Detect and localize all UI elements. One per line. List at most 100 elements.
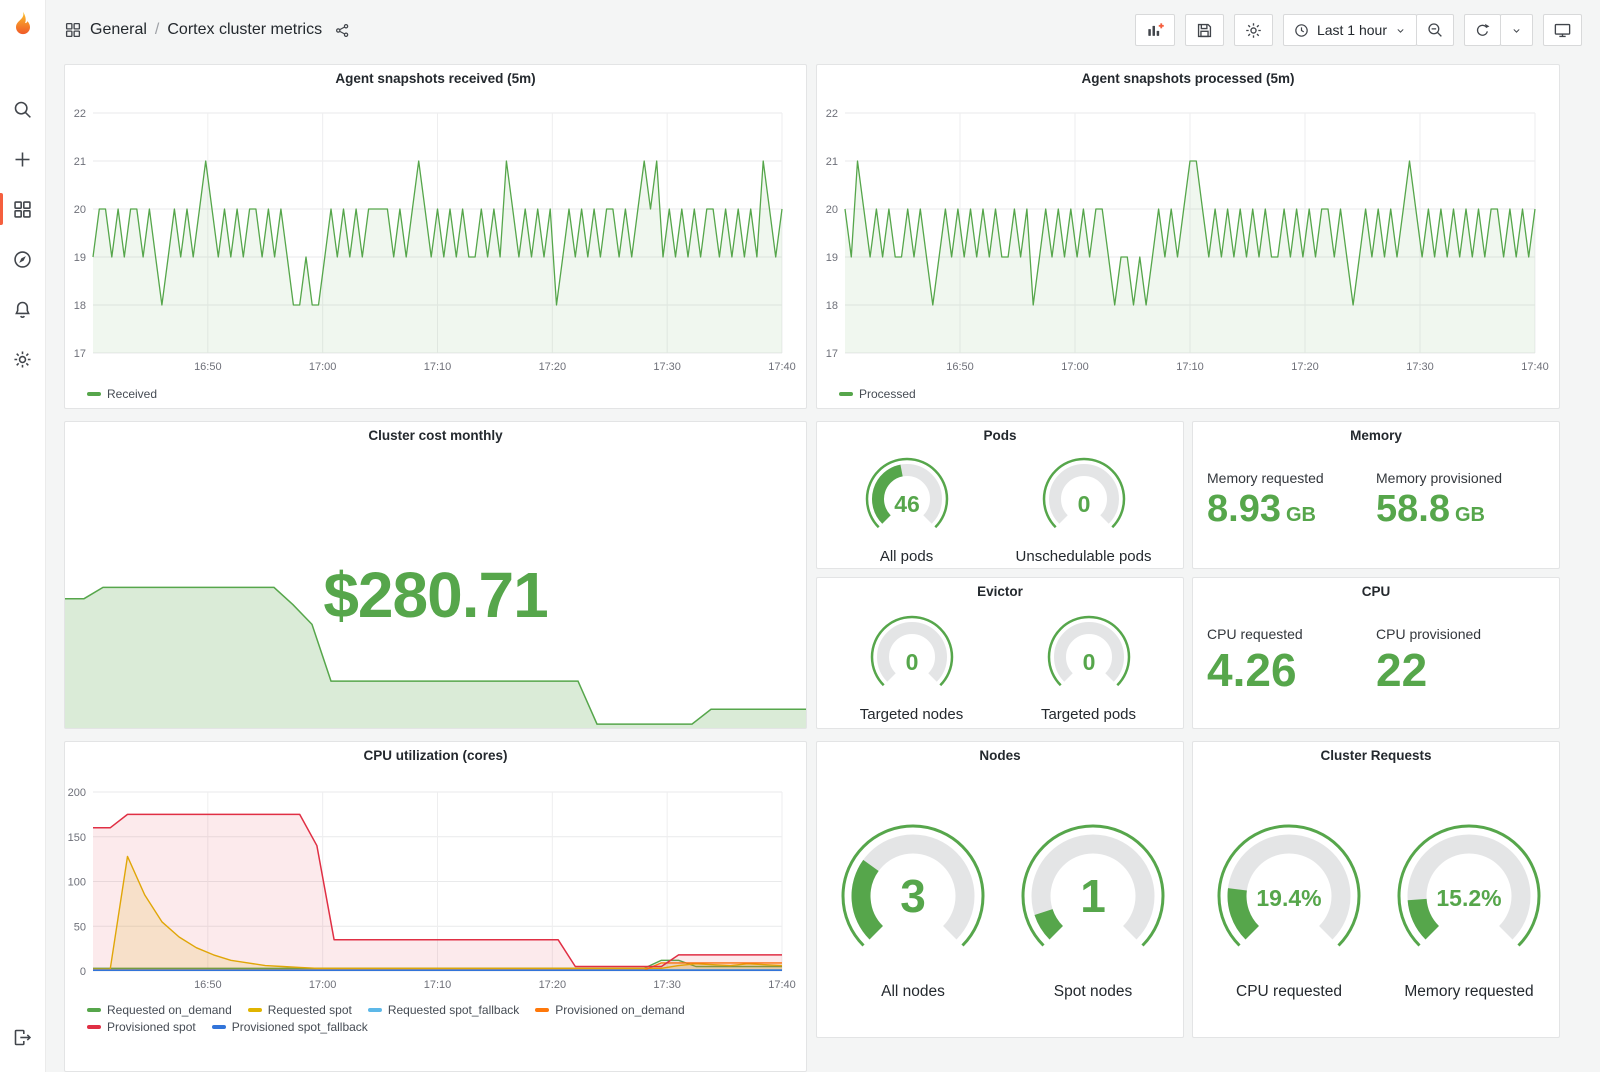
svg-text:21: 21 — [826, 156, 838, 168]
svg-text:17:10: 17:10 — [1176, 361, 1204, 373]
svg-text:17:40: 17:40 — [1521, 361, 1549, 373]
panel-pods: Pods 46 All pods 0 Unschedulable pods — [816, 421, 1184, 569]
stat-label: CPU requested — [1207, 626, 1303, 642]
received-timeseries-chart[interactable]: 17 18 19 20 21 22 16:50 17:00 17:10 17:20 17:30 17:… — [65, 93, 806, 383]
dashboard-settings-button[interactable] — [1233, 14, 1273, 46]
stat-cpu-requested: CPU requested 4.26 — [1207, 626, 1376, 728]
stat-label: Memory provisioned — [1376, 470, 1503, 486]
panel-agent-snapshots-processed: Agent snapshots processed (5m) 17 18 19 20 2… — [816, 64, 1560, 409]
refresh-interval-dropdown[interactable] — [1500, 14, 1533, 46]
dashboard-grid: Agent snapshots received (5m) 17 18 19 20 21… — [46, 0, 1600, 1072]
share-icon — [336, 23, 349, 37]
search-icon — [14, 101, 31, 118]
legend-item-processed[interactable]: Processed — [839, 387, 916, 401]
legend-label: Provisioned on_demand — [555, 1003, 685, 1017]
breadcrumb-folder[interactable]: General — [90, 21, 147, 38]
cpu-stats: CPU requested 4.26 CPU provisioned 22 — [1193, 606, 1559, 728]
zoom-out-icon — [1428, 23, 1442, 37]
sidebar-item-alerting[interactable] — [0, 284, 46, 334]
nodes-gauges: 3 All nodes 1 Spot nodes — [817, 770, 1183, 1037]
kiosk-mode-button[interactable] — [1543, 14, 1582, 46]
time-picker-group: Last 1 hour — [1282, 14, 1454, 46]
legend-item-provisioned-on-demand[interactable]: Provisioned on_demand — [535, 1003, 685, 1017]
evictor-gauges: 0 Targeted nodes 0 Targeted pods — [817, 606, 1183, 728]
stat-value: 8.93 GB — [1207, 488, 1316, 530]
svg-text:16:50: 16:50 — [946, 361, 974, 373]
panel-title[interactable]: Agent snapshots processed (5m) — [1081, 71, 1295, 86]
svg-text:19.4%: 19.4% — [1256, 885, 1321, 911]
sidebar-item-sign-out[interactable] — [0, 1012, 46, 1062]
panel-memory: Memory Memory requested 8.93 GB Memory pr… — [1192, 421, 1560, 569]
received-legend: Received — [65, 383, 806, 401]
targeted-nodes-gauge: 0 — [854, 611, 970, 702]
panel-title[interactable]: Pods — [983, 428, 1017, 443]
gauge-label: Targeted pods — [1040, 706, 1137, 723]
compass-icon — [14, 250, 31, 268]
stat-value: 22 — [1376, 644, 1428, 696]
processed-timeseries-chart[interactable]: 17 18 19 20 21 22 16:50 17:00 17:10 17:20 17:30 17:… — [817, 93, 1559, 383]
share-dashboard-button[interactable] — [334, 22, 351, 39]
sidebar-item-explore[interactable] — [0, 234, 46, 284]
svg-text:17:00: 17:00 — [309, 979, 337, 991]
gauge-svg: 46 — [865, 457, 948, 529]
stat-memory-provisioned: Memory provisioned 58.8 GB — [1376, 470, 1545, 568]
panel-title[interactable]: Agent snapshots received (5m) — [335, 71, 536, 86]
svg-text:16:50: 16:50 — [194, 361, 222, 373]
stat-memory-requested: Memory requested 8.93 GB — [1207, 470, 1376, 568]
unschedulable-pods-gauge: 0 — [1026, 453, 1142, 544]
panel-title[interactable]: Memory — [1350, 428, 1402, 443]
svg-text:16:50: 16:50 — [194, 979, 222, 991]
refresh-group — [1464, 14, 1533, 46]
cluster-requests-gauges: 19.4% CPU requested 15.2% Memory request… — [1193, 770, 1559, 1037]
panel-title[interactable]: Cluster Requests — [1320, 748, 1432, 763]
panel-title[interactable]: CPU utilization (cores) — [363, 748, 508, 763]
save-dashboard-button[interactable] — [1184, 14, 1224, 46]
zoom-out-time-button[interactable] — [1416, 14, 1454, 46]
gauge-label: All pods — [879, 548, 934, 565]
svg-text:19: 19 — [826, 252, 838, 264]
legend-swatch-icon — [839, 392, 853, 396]
svg-text:17:40: 17:40 — [768, 979, 796, 991]
gauge-cpu-requested: 19.4% CPU requested — [1199, 820, 1379, 1001]
cpu-utilization-chart[interactable]: 0 50 100 150 200 16:50 17:00 17:10 17:20 17:30 17:… — [65, 770, 806, 999]
refresh-button[interactable] — [1464, 14, 1501, 46]
panel-title[interactable]: Evictor — [977, 584, 1023, 599]
svg-text:18: 18 — [74, 300, 86, 312]
breadcrumb-dashboard-title[interactable]: Cortex cluster metrics — [167, 21, 323, 38]
sidebar-nav — [0, 84, 46, 384]
panel-title[interactable]: Cluster cost monthly — [368, 428, 503, 443]
svg-text:20: 20 — [74, 204, 86, 216]
sidebar-item-configuration[interactable] — [0, 334, 46, 384]
sidebar-item-dashboards[interactable] — [0, 184, 46, 234]
cpu_util-svg: 0 50 100 150 200 16:50 17:00 17:10 17:20 17:30 17:… — [68, 787, 796, 991]
legend-item-provisioned-spot[interactable]: Provisioned spot — [87, 1020, 196, 1034]
legend-swatch-icon — [535, 1008, 550, 1012]
sidebar-item-search[interactable] — [0, 84, 46, 134]
legend-item-provisioned-spot-fallback[interactable]: Provisioned spot_fallback — [211, 1020, 368, 1034]
cost_spark-svg — [65, 586, 806, 728]
gauge-svg: 15.2% — [1397, 824, 1541, 947]
bell-icon — [15, 301, 30, 318]
legend-item-requested-on-demand[interactable]: Requested on_demand — [87, 1003, 232, 1017]
gauge-label: Targeted nodes — [859, 706, 964, 723]
legend-item-requested-spot-fallback[interactable]: Requested spot_fallback — [367, 1003, 519, 1017]
svg-text:0: 0 — [905, 649, 918, 675]
grafana-flame-icon — [15, 11, 30, 35]
time-picker-button[interactable]: Last 1 hour — [1282, 14, 1417, 46]
legend-swatch-icon — [87, 1008, 101, 1012]
add-panel-button[interactable] — [1134, 14, 1175, 46]
panel-title[interactable]: CPU — [1361, 584, 1391, 599]
gauge-svg: 19.4% — [1217, 824, 1361, 947]
panel-title[interactable]: Nodes — [979, 748, 1021, 763]
legend-item-received[interactable]: Received — [87, 387, 157, 401]
sign-out-icon — [14, 1029, 32, 1045]
panel-nodes: Nodes 3 All nodes 1 Spot nodes — [816, 741, 1184, 1038]
grafana-logo[interactable] — [7, 8, 39, 40]
svg-text:17:10: 17:10 — [424, 361, 452, 373]
gauge-svg: 3 — [841, 824, 985, 947]
svg-text:17:00: 17:00 — [1061, 361, 1089, 373]
legend-item-requested-spot[interactable]: Requested spot — [247, 1003, 352, 1017]
gauge-targeted-nodes: 0 Targeted nodes — [854, 611, 970, 723]
top-bar: General / Cortex cluster metrics Last 1 … — [46, 0, 1600, 60]
sidebar-item-create[interactable] — [0, 134, 46, 184]
